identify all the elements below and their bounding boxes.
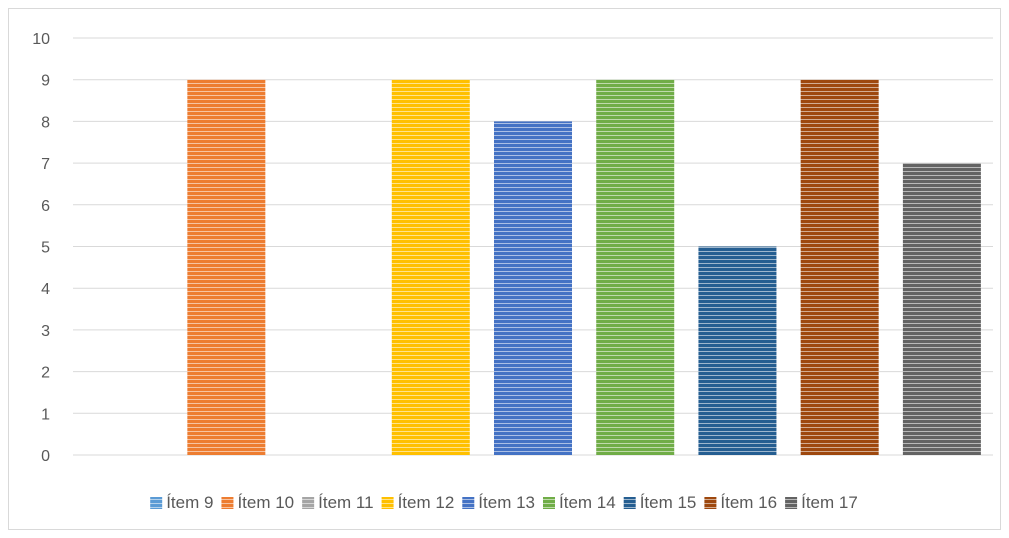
bars — [187, 79, 981, 456]
legend-item: Ítem 12 — [381, 493, 455, 512]
legend-label: Ítem 11 — [318, 493, 373, 512]
legend-item: Ítem 15 — [623, 493, 697, 512]
legend-label: Ítem 12 — [398, 493, 455, 512]
y-axis: 0 1 2 3 4 5 6 7 8 9 10 — [32, 31, 50, 465]
y-tick-label: 1 — [41, 406, 50, 423]
legend-swatch — [704, 497, 717, 509]
legend-item: Ítem 17 — [785, 493, 858, 512]
legend-item: Ítem 14 — [542, 493, 616, 512]
legend-swatch — [221, 497, 234, 509]
legend-swatch — [150, 497, 163, 509]
y-tick-label: 9 — [41, 73, 50, 90]
bar-ítem-17 — [902, 163, 981, 455]
legend-item: Ítem 9 — [150, 493, 213, 512]
legend-swatch — [623, 497, 636, 509]
bar-ítem-16 — [800, 79, 879, 455]
legend-label: Ítem 13 — [478, 493, 535, 512]
y-tick-label: 0 — [41, 448, 50, 465]
legend-swatch — [785, 497, 798, 509]
y-tick-label: 5 — [41, 240, 50, 257]
y-tick-label: 7 — [41, 156, 50, 173]
legend-item: Ítem 13 — [462, 493, 535, 512]
bar-ítem-10 — [187, 79, 266, 455]
legend-swatch — [542, 497, 555, 509]
legend-label: Ítem 10 — [237, 493, 294, 512]
y-tick-label: 2 — [41, 365, 50, 382]
legend-label: Ítem 9 — [166, 493, 213, 512]
y-tick-label: 6 — [41, 198, 50, 215]
legend-swatch — [462, 497, 475, 509]
legend-label: Ítem 14 — [559, 493, 616, 512]
legend-item: Ítem 16 — [704, 493, 777, 512]
y-tick-label: 8 — [41, 114, 50, 131]
legend-label: Ítem 17 — [801, 493, 858, 512]
legend-swatch — [302, 497, 315, 509]
bar-ítem-13 — [494, 121, 572, 456]
legend: Ítem 9 Ítem 10 Ítem 11 Ítem 12 Ítem 13 Ítem 1… — [150, 493, 858, 512]
legend-swatch — [381, 497, 394, 509]
legend-item: Ítem 11 — [302, 493, 374, 512]
bar-ítem-14 — [596, 79, 675, 455]
bar-ítem-12 — [391, 79, 470, 455]
y-tick-label: 10 — [32, 31, 50, 48]
legend-label: Ítem 16 — [720, 493, 777, 512]
y-tick-label: 3 — [41, 323, 50, 340]
legend-label: Ítem 15 — [640, 493, 697, 512]
y-tick-label: 4 — [41, 281, 50, 298]
legend-item: Ítem 10 — [221, 493, 294, 512]
bar-ítem-15 — [698, 246, 777, 455]
